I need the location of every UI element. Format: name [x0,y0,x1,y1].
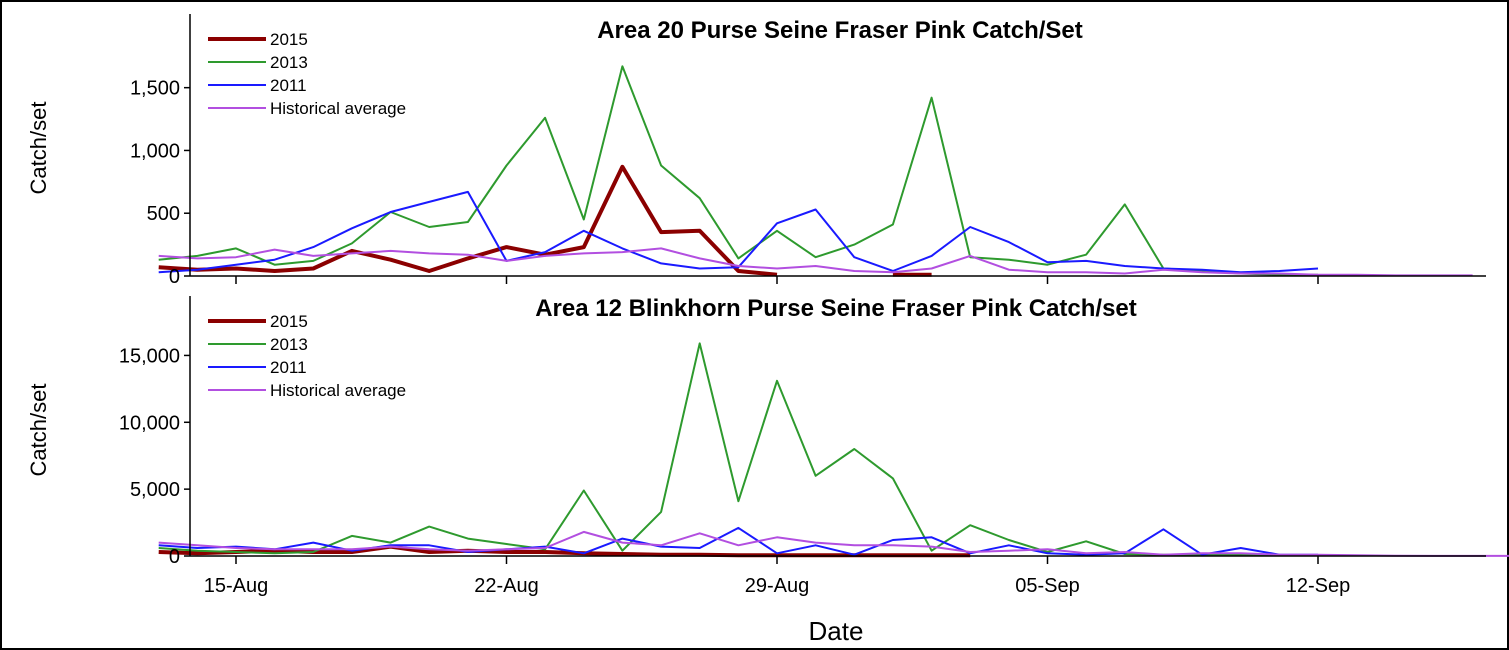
x-tick-label: 22-Aug [474,575,539,597]
axis-layer: 0 500 1,000 1,500 [130,14,1486,288]
legend-label: Historical average [270,381,406,400]
x-tick-label: 29-Aug [745,575,810,597]
series-line-2013 [158,342,1318,557]
axis-layer: 0 5,000 10,000 15,000 15-Aug 22-Aug 29-Aug 05-S… [119,296,1486,597]
y-tick-label: 500 [147,203,180,225]
series-line-2015 [158,164,932,277]
panel-area-12: Area 12 Blinkhorn Purse Seine Fraser Pin… [26,295,1509,646]
x-tick-label: 15-Aug [204,575,269,597]
y-axis-label: Catch/set [26,384,51,477]
series-layer [158,65,1473,277]
y-tick-label: 1,000 [130,140,180,162]
series-line-historical-average [158,530,1509,557]
legend: 2015 2013 2011 Historical average [208,312,406,400]
y-tick-label: 10,000 [119,412,180,434]
series-line-2011 [158,190,1319,274]
series-line-historical-average [158,247,1473,277]
x-tick-label: 05-Sep [1015,575,1080,597]
chart-title: Area 12 Blinkhorn Purse Seine Fraser Pin… [535,295,1137,322]
legend-label: Historical average [270,99,406,118]
legend: 2015 2013 2011 Historical average [208,30,406,118]
series-layer [158,342,1509,558]
legend-label: 2015 [270,312,308,331]
panel-area-20: Area 20 Purse Seine Fraser Pink Catch/Se… [26,14,1486,288]
y-tick-label: 0 [169,266,180,288]
legend-label: 2013 [270,53,308,72]
legend-label: 2013 [270,335,308,354]
y-tick-label: 1,500 [130,78,180,100]
y-tick-label: 0 [169,546,180,568]
chart-title: Area 20 Purse Seine Fraser Pink Catch/Se… [597,17,1083,44]
legend-label: 2011 [270,358,307,377]
legend-label: 2015 [270,30,308,49]
series-line-2011 [158,526,1318,556]
series-line-2013 [158,65,1318,276]
x-tick-label: 12-Sep [1286,575,1351,597]
legend-label: 2011 [270,76,307,95]
y-tick-label: 5,000 [130,479,180,501]
y-axis-label: Catch/set [26,102,51,195]
y-tick-label: 15,000 [119,345,180,367]
x-axis-label: Date [809,616,864,646]
